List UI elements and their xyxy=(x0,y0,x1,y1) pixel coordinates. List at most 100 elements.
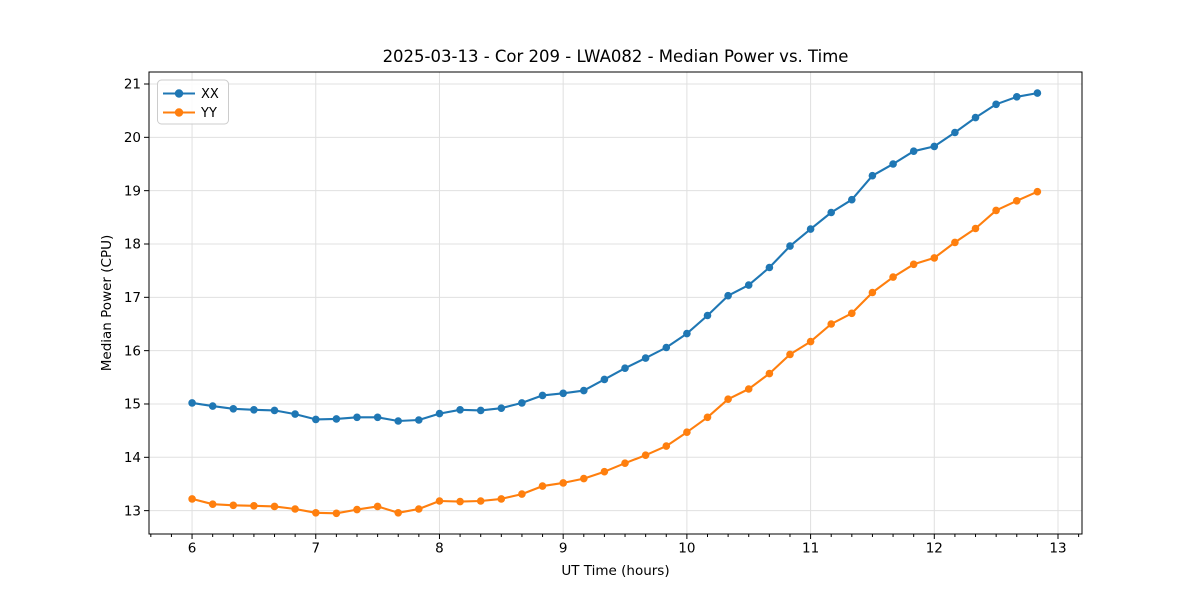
series-YY xyxy=(188,187,1042,518)
series-XX-marker xyxy=(518,399,526,407)
series-XX-marker xyxy=(435,409,444,418)
series-XX-marker xyxy=(662,343,671,352)
chart-title: 2025-03-13 - Cor 209 - LWA082 - Median P… xyxy=(382,47,849,66)
series-XX-marker xyxy=(394,417,403,425)
series-YY-marker xyxy=(270,502,279,511)
series-XX-marker xyxy=(641,354,650,362)
y-tick-label: 19 xyxy=(124,183,141,199)
series-YY-marker xyxy=(229,501,238,510)
legend-label-XX: XX xyxy=(201,87,219,102)
series-XX xyxy=(188,89,1042,425)
series-YY-marker xyxy=(930,254,939,262)
series-XX-marker xyxy=(456,406,464,414)
x-tick-label: 11 xyxy=(802,541,819,557)
y-tick-label: 13 xyxy=(124,503,141,519)
series-YY-marker xyxy=(373,502,382,511)
series-YY-marker xyxy=(580,474,588,483)
axes-spines xyxy=(148,71,1083,535)
series-XX-marker xyxy=(909,147,918,155)
series-XX-marker xyxy=(930,142,939,151)
series-YY-marker xyxy=(332,509,341,518)
legend: XX YY xyxy=(157,79,229,125)
series-YY-marker xyxy=(538,482,547,490)
series-YY-marker xyxy=(188,495,196,503)
y-tick-label: 21 xyxy=(124,77,141,93)
series-YY-marker xyxy=(909,260,918,269)
series-XX-marker xyxy=(1013,93,1021,101)
series-XX-marker xyxy=(703,311,712,320)
series-YY-marker xyxy=(621,459,629,468)
series-XX-marker xyxy=(538,391,547,400)
series-XX-marker xyxy=(497,404,506,413)
series-XX-marker xyxy=(744,281,753,289)
y-tick-label: 15 xyxy=(124,397,141,413)
series-XX-marker xyxy=(806,225,815,233)
legend-marker-XX xyxy=(174,89,184,98)
series-YY-marker xyxy=(992,206,1000,215)
series-XX-marker xyxy=(786,242,794,250)
series-YY-marker xyxy=(312,509,320,517)
series-YY-marker xyxy=(848,309,856,318)
series-XX-marker xyxy=(415,416,423,424)
series-YY-marker xyxy=(291,505,299,513)
y-tick-label: 17 xyxy=(124,290,141,306)
series-XX-marker xyxy=(208,402,217,410)
series-YY-marker xyxy=(786,350,794,359)
series-YY-marker xyxy=(394,509,403,517)
x-tick-label: 7 xyxy=(311,541,320,557)
series-XX-marker xyxy=(291,410,299,418)
series-YY-marker xyxy=(600,467,609,476)
series-XX-marker xyxy=(1033,89,1042,97)
series-XX-marker xyxy=(600,375,609,384)
series-XX-marker xyxy=(621,364,629,373)
x-tick-label: 12 xyxy=(926,541,943,557)
y-tick-label: 20 xyxy=(124,130,141,146)
series-YY-marker xyxy=(641,451,650,460)
y-tick-label: 18 xyxy=(124,237,141,253)
series-XX-marker xyxy=(229,405,238,413)
series-YY-marker xyxy=(476,497,485,505)
series-XX-marker xyxy=(353,413,361,422)
x-axis-label: UT Time (hours) xyxy=(561,563,670,579)
x-tick-label: 10 xyxy=(678,541,695,557)
series-YY-marker xyxy=(868,288,877,297)
series-YY-marker xyxy=(744,385,753,393)
series-XX-marker xyxy=(312,415,320,424)
series-YY-marker xyxy=(435,497,444,505)
series-YY-marker xyxy=(415,505,423,513)
series-YY-marker xyxy=(456,497,464,506)
series-XX-marker xyxy=(476,406,485,415)
series-YY-marker xyxy=(724,395,732,404)
series-YY-marker xyxy=(518,490,526,498)
series-YY-marker xyxy=(353,505,361,514)
series-XX-marker xyxy=(848,195,856,204)
series-YY-marker xyxy=(1013,197,1021,205)
series-YY-marker xyxy=(497,495,506,503)
series-XX-marker xyxy=(951,128,959,137)
series-XX-marker xyxy=(765,263,774,272)
ticks xyxy=(144,83,1080,539)
series-YY-marker xyxy=(559,479,567,487)
x-tick-label: 6 xyxy=(188,541,197,557)
series-XX-marker xyxy=(683,329,691,338)
series-XX-marker xyxy=(992,100,1000,109)
series-YY-marker xyxy=(1033,187,1042,196)
series-XX-marker xyxy=(559,389,567,398)
series-YY-marker xyxy=(806,337,815,346)
series-XX-marker xyxy=(868,171,877,180)
series-XX-marker xyxy=(971,113,980,122)
series-YY-marker xyxy=(971,224,980,233)
series-XX-marker xyxy=(889,160,897,168)
series-YY-marker xyxy=(683,428,691,437)
series-XX-marker xyxy=(270,406,279,415)
y-axis-label: Median Power (CPU) xyxy=(99,234,115,372)
legend-label-YY: YY xyxy=(200,106,217,121)
x-tick-label: 8 xyxy=(435,541,444,557)
tick-labels: 6 7 8 9 10 11 12 13 13 14 15 16 17 18 19 20 21 xyxy=(124,77,1067,557)
series-YY-marker xyxy=(889,273,897,281)
series-YY-marker xyxy=(703,413,712,422)
series-XX-marker xyxy=(373,413,382,422)
legend-marker-YY xyxy=(174,108,184,117)
